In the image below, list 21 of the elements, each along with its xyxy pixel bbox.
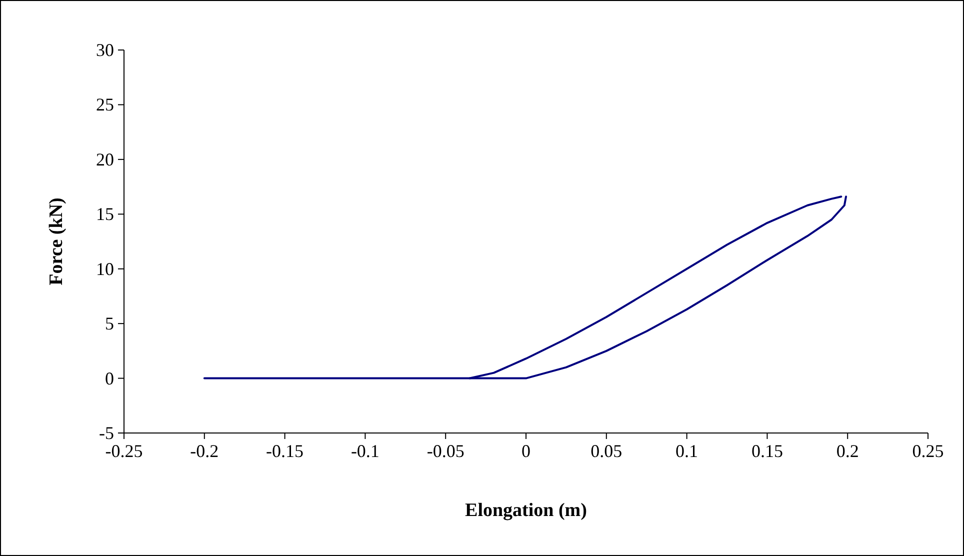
x-tick-label: -0.05 bbox=[426, 441, 464, 461]
x-tick-label: 0.05 bbox=[590, 441, 622, 461]
y-tick-label: 5 bbox=[105, 314, 114, 334]
x-tick-label: -0.1 bbox=[350, 441, 380, 461]
y-tick-label: -5 bbox=[99, 423, 114, 443]
x-tick-label: 0 bbox=[522, 441, 530, 461]
y-tick-label: 20 bbox=[96, 149, 114, 170]
y-tick-label: 30 bbox=[96, 40, 114, 60]
x-tick-label: -0.2 bbox=[190, 441, 219, 461]
x-tick-label: 0.25 bbox=[912, 441, 944, 461]
y-tick-label: 10 bbox=[96, 258, 114, 279]
y-tick-label: 25 bbox=[96, 94, 114, 115]
y-tick-label: 0 bbox=[105, 368, 114, 388]
x-tick-label: -0.15 bbox=[266, 441, 304, 461]
x-tick-label: 0.1 bbox=[676, 441, 698, 461]
x-tick-label: -0.25 bbox=[105, 441, 143, 461]
y-tick-label: 15 bbox=[96, 204, 114, 224]
y-axis-title: Force (kN) bbox=[46, 198, 67, 286]
x-tick-label: 0.15 bbox=[751, 441, 783, 461]
x-axis-title: Elongation (m) bbox=[465, 500, 587, 521]
x-tick-label: 0.2 bbox=[836, 441, 859, 461]
